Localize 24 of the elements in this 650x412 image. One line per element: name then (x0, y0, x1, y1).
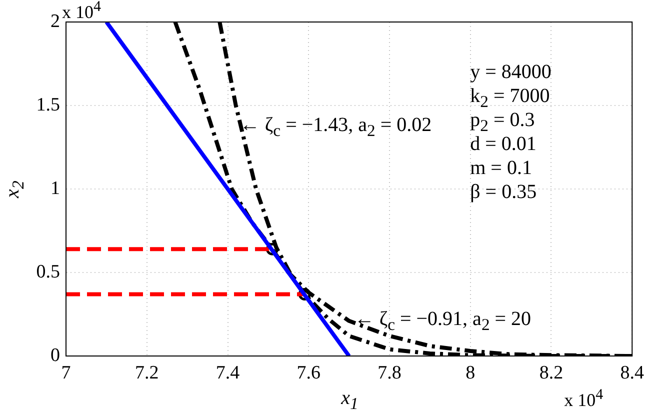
annotation: p$_{2}$ = 0.3 (470, 109, 535, 135)
x-tick-label: 8.2 (539, 362, 564, 384)
text: x 10$^{4}$ (564, 387, 604, 410)
annotation: d = 0.01 (470, 133, 536, 155)
x-tick-label: 7.2 (135, 362, 159, 384)
y-tick-label: 0 (50, 344, 60, 366)
annotation: y = 84000 (470, 61, 552, 83)
annotation: ← ζ$_{c}$ = −0.91, a$_{2}$ = 20 (354, 308, 532, 334)
y-tick-label: 1 (50, 178, 60, 199)
annotation: β = 0.35 (470, 181, 537, 203)
x-tick-label: 7.6 (296, 362, 320, 384)
y-tick-label: 2 (50, 10, 60, 32)
y-tick-label: 0.5 (36, 261, 60, 282)
x-tick-label: 7.8 (378, 362, 402, 384)
x-tick-label: 7.4 (216, 362, 240, 384)
x-axis-title: x$_{1}$ (341, 387, 358, 412)
y-tick-label: 1.5 (36, 94, 60, 116)
annotation: k$_{2}$ = 7000 (470, 85, 550, 111)
annotation: x 10$^{4}$ (62, 0, 101, 22)
x-tick-label: 8 (466, 362, 476, 384)
annotation: m = 0.1 (470, 157, 532, 179)
x-tick-label: 8.4 (620, 362, 644, 384)
x-tick-label: 7 (61, 362, 71, 384)
annotation: ← ζ$_{c}$ = −1.43, a$_{2}$ = 0.02 (240, 114, 432, 140)
